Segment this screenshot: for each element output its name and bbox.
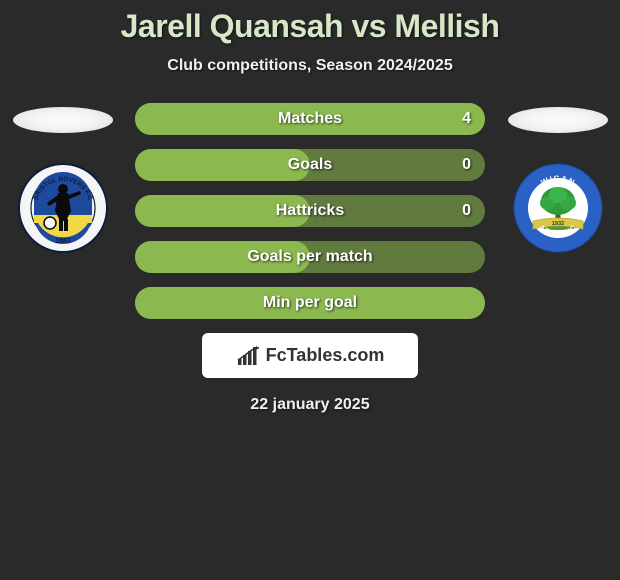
svg-text:1883: 1883 [55, 238, 71, 245]
stat-bar-goals: Goals 0 [135, 149, 485, 181]
wigan-athletic-badge-icon: 1932 WIGAN ATHLETIC [513, 163, 603, 253]
stat-value: 0 [462, 202, 471, 220]
left-club-badge: BRISTOL ROVERS F.C 1883 [18, 163, 108, 253]
subtitle: Club competitions, Season 2024/2025 [167, 57, 452, 75]
main-row: BRISTOL ROVERS F.C 1883 Matches 4 Goals … [0, 107, 620, 319]
stat-fill [135, 149, 310, 181]
stat-label: Min per goal [263, 294, 357, 312]
left-side: BRISTOL ROVERS F.C 1883 [10, 107, 115, 253]
branding-badge: FcTables.com [202, 333, 418, 378]
comparison-card: Jarell Quansah vs Mellish Club competiti… [0, 0, 620, 414]
bar-chart-icon [236, 345, 262, 367]
page-title: Jarell Quansah vs Mellish [121, 8, 500, 45]
date-label: 22 january 2025 [250, 396, 369, 414]
branding-text: FcTables.com [266, 345, 385, 366]
svg-text:1932: 1932 [551, 221, 563, 227]
bristol-rovers-badge-icon: BRISTOL ROVERS F.C 1883 [18, 163, 108, 253]
stat-label: Goals per match [247, 248, 372, 266]
stat-bar-matches: Matches 4 [135, 103, 485, 135]
left-player-avatar-placeholder [13, 107, 113, 133]
right-club-badge: 1932 WIGAN ATHLETIC [513, 163, 603, 253]
stat-value: 0 [462, 156, 471, 174]
stat-label: Matches [278, 110, 342, 128]
stat-label: Hattricks [276, 202, 344, 220]
stat-bar-hattricks: Hattricks 0 [135, 195, 485, 227]
right-side: 1932 WIGAN ATHLETIC [505, 107, 610, 253]
right-player-avatar-placeholder [508, 107, 608, 133]
stat-value: 4 [462, 110, 471, 128]
stats-column: Matches 4 Goals 0 Hattricks 0 Goals per … [115, 103, 505, 319]
stat-label: Goals [288, 156, 332, 174]
stat-bar-min-per-goal: Min per goal [135, 287, 485, 319]
stat-bar-goals-per-match: Goals per match [135, 241, 485, 273]
